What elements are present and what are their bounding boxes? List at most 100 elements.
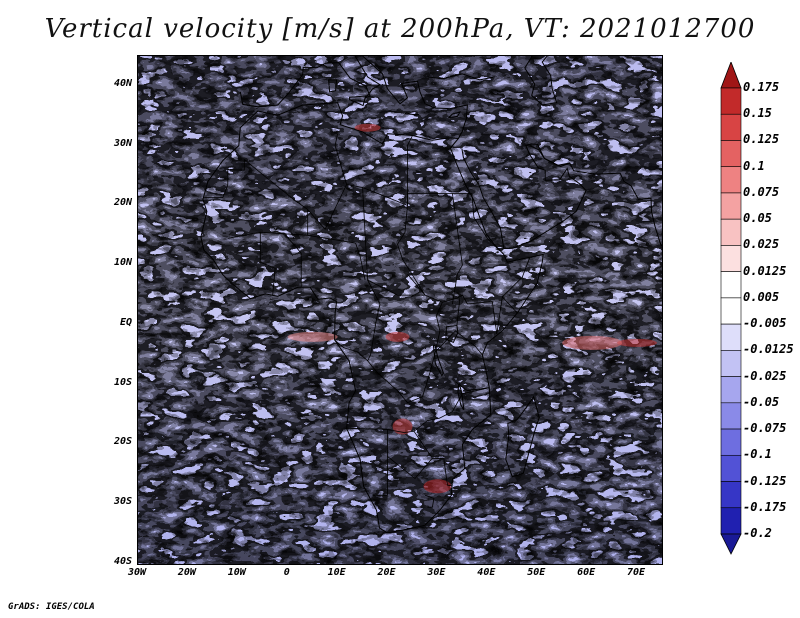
updraft-hotspot bbox=[385, 331, 410, 342]
lon-tick-label: 70E bbox=[627, 567, 646, 578]
country-border bbox=[244, 133, 348, 231]
country-border bbox=[455, 381, 490, 392]
lon-tick-label: 30W bbox=[127, 567, 147, 578]
country-border bbox=[435, 330, 483, 356]
lon-tick-label: 50E bbox=[527, 567, 546, 578]
lake-tanganyika bbox=[432, 344, 444, 377]
colorbar-box bbox=[720, 192, 742, 220]
arabia-south-asia-coastline bbox=[461, 143, 662, 249]
country-border bbox=[227, 209, 309, 239]
colorbar-level-label: 0.15 bbox=[743, 106, 772, 121]
colorbar-level-label: 0.025 bbox=[743, 237, 780, 252]
vertical-velocity-field-map bbox=[138, 56, 662, 564]
updraft-hotspot bbox=[392, 418, 413, 435]
lake-victoria bbox=[445, 324, 459, 343]
mediterranean-north-coastline bbox=[239, 56, 468, 139]
colorbar-level-label: 0.125 bbox=[743, 132, 780, 147]
madagascar-coastline bbox=[505, 395, 540, 478]
colorbar-box bbox=[720, 297, 742, 325]
lon-tick-label: 10W bbox=[227, 567, 246, 578]
coastlines-and-borders bbox=[200, 56, 662, 534]
colorbar-level-label: 0.005 bbox=[743, 289, 780, 304]
crete-coastline bbox=[403, 112, 420, 116]
chart-title: Vertical velocity [m/s] at 200hPa, VT: 2… bbox=[44, 14, 756, 44]
black-sea-coastline bbox=[427, 73, 495, 81]
country-border bbox=[413, 431, 433, 459]
country-border bbox=[456, 297, 461, 326]
country-border bbox=[397, 205, 426, 296]
country-border bbox=[259, 232, 276, 296]
lake-malawi bbox=[457, 381, 465, 411]
colorbar-box bbox=[720, 166, 742, 194]
colorbar-bottom-extension bbox=[720, 533, 742, 555]
colorbar-box bbox=[720, 428, 742, 456]
colorbar-box bbox=[720, 507, 742, 535]
country-border bbox=[372, 429, 388, 496]
colorbar-level-label: -0.0125 bbox=[743, 342, 794, 357]
lon-tick-label: 10E bbox=[327, 567, 346, 578]
country-border bbox=[471, 193, 500, 251]
colorbar bbox=[720, 62, 742, 555]
lat-tick-label: 30S bbox=[113, 496, 132, 508]
country-border bbox=[502, 257, 531, 298]
cyprus-coastline bbox=[447, 111, 461, 119]
colorbar-box bbox=[720, 140, 742, 168]
country-border bbox=[367, 279, 381, 361]
lon-tick-label: 60E bbox=[577, 567, 596, 578]
colorbar-box bbox=[720, 218, 742, 246]
updraft-hotspot bbox=[287, 331, 338, 342]
lat-tick-label: 40S bbox=[113, 556, 132, 567]
country-border bbox=[387, 456, 452, 487]
map-panel bbox=[137, 55, 663, 565]
colorbar-top-extension bbox=[720, 62, 742, 89]
colorbar-level-label: 0.1 bbox=[743, 158, 765, 173]
lat-tick-label: 20N bbox=[113, 197, 132, 209]
country-border bbox=[424, 494, 435, 508]
colorbar-box bbox=[720, 245, 742, 272]
colorbar-level-label: 0.175 bbox=[743, 80, 780, 94]
lon-tick-label: 0 bbox=[283, 567, 290, 578]
lon-tick-label: 20W bbox=[177, 567, 196, 578]
lon-tick-label: 20E bbox=[377, 567, 396, 578]
updraft-hotspot bbox=[354, 123, 381, 132]
colorbar-box bbox=[720, 113, 742, 141]
colorbar-box bbox=[720, 350, 742, 377]
updraft-hotspot bbox=[423, 479, 452, 494]
country-border bbox=[202, 159, 245, 199]
sicily-coastline bbox=[349, 95, 367, 107]
colorbar-level-label: 0.0125 bbox=[743, 263, 787, 278]
colorbar-level-label: -0.005 bbox=[743, 316, 787, 331]
updraft-hotspot bbox=[617, 338, 658, 347]
country-border bbox=[334, 302, 443, 404]
lon-tick-label: 40E bbox=[477, 567, 496, 578]
colorbar-level-label: 0.05 bbox=[743, 211, 772, 226]
lat-tick-label: 10N bbox=[113, 257, 132, 269]
lat-tick-label: 40N bbox=[113, 77, 132, 89]
africa-coastline bbox=[200, 102, 544, 534]
colorbar-box bbox=[720, 271, 742, 299]
country-border bbox=[284, 235, 302, 288]
colorbar-level-label: -0.075 bbox=[743, 421, 787, 436]
colorbar-level-label: -0.025 bbox=[743, 368, 787, 383]
lat-tick-label: 20S bbox=[113, 436, 132, 448]
colorbar-box bbox=[720, 87, 742, 115]
colorbar-level-label: -0.1 bbox=[743, 447, 772, 462]
colorbar-level-label: -0.175 bbox=[743, 499, 787, 514]
lon-tick-label: 30E bbox=[427, 567, 446, 578]
caspian-coastline bbox=[524, 56, 558, 106]
updraft-field-red bbox=[138, 56, 662, 564]
sardinia-coastline bbox=[328, 79, 338, 93]
country-border bbox=[307, 234, 366, 281]
colorbar-level-label: -0.125 bbox=[743, 473, 787, 488]
persian-gulf-coastline bbox=[529, 145, 570, 166]
lat-tick-label: 10S bbox=[113, 376, 132, 388]
updraft-hotspot bbox=[562, 335, 623, 350]
colorbar-level-label: -0.2 bbox=[743, 526, 772, 540]
strong-updraft-hotspots bbox=[287, 123, 658, 494]
colorbar-box bbox=[720, 481, 742, 509]
colorbar-box bbox=[720, 454, 742, 482]
colorbar-level-label: 0.075 bbox=[743, 184, 780, 199]
country-border bbox=[362, 187, 498, 334]
colorbar-level-label: -0.05 bbox=[743, 394, 780, 409]
lat-tick-label: EQ bbox=[119, 316, 132, 328]
